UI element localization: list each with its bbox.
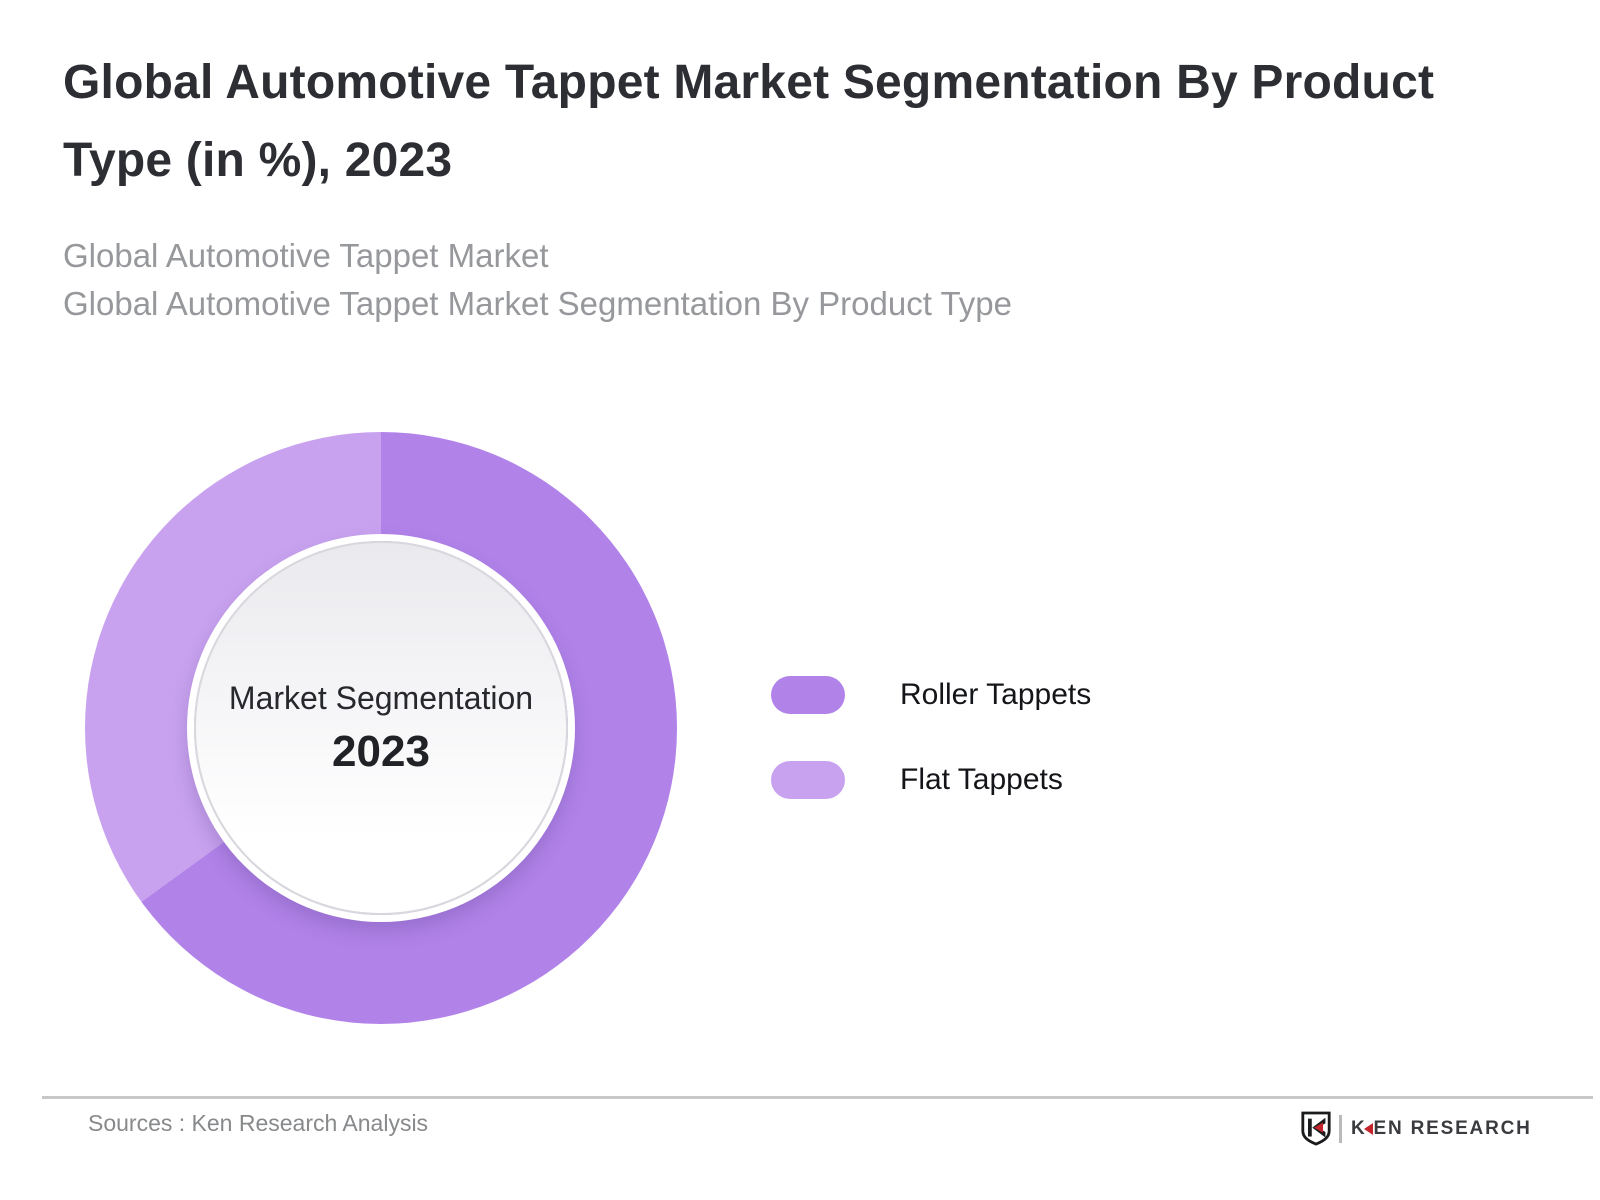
logo-letter-k: K <box>1351 1118 1367 1139</box>
footer-divider <box>42 1096 1593 1099</box>
logo-red-arrow-icon <box>1363 1123 1373 1135</box>
legend-swatch-roller-tappets <box>771 676 845 714</box>
logo-text: K EN RESEARCH <box>1351 1118 1532 1140</box>
page-title: Global Automotive Tappet Market Segmenta… <box>63 56 1435 187</box>
legend-swatch-flat-tappets <box>771 761 845 799</box>
donut-center-year: 2023 <box>332 726 430 776</box>
chart-subtitle: Global Automotive Tappet Market Global A… <box>63 232 1012 328</box>
legend-item-flat-tappets: Flat Tappets <box>771 761 1091 799</box>
subtitle-line-2: Global Automotive Tappet Market Segmenta… <box>63 285 1012 322</box>
ken-research-logo: K EN RESEARCH <box>1300 1110 1532 1148</box>
ken-research-shield-icon <box>1301 1111 1331 1146</box>
logo-divider-bar <box>1339 1115 1342 1143</box>
logo-text-rest: EN RESEARCH <box>1373 1118 1532 1139</box>
legend-label-roller-tappets: Roller Tappets <box>900 678 1092 711</box>
chart-legend: Roller Tappets Flat Tappets <box>771 676 1091 846</box>
subtitle-line-1: Global Automotive Tappet Market <box>63 237 549 274</box>
source-attribution: Sources : Ken Research Analysis <box>88 1110 429 1136</box>
donut-center: Market Segmentation 2023 <box>194 541 568 915</box>
legend-item-roller-tappets: Roller Tappets <box>771 676 1091 714</box>
donut-center-label: Market Segmentation <box>228 679 534 716</box>
donut-chart: Market Segmentation 2023 <box>85 432 677 1024</box>
legend-label-flat-tappets: Flat Tappets <box>900 763 1063 796</box>
